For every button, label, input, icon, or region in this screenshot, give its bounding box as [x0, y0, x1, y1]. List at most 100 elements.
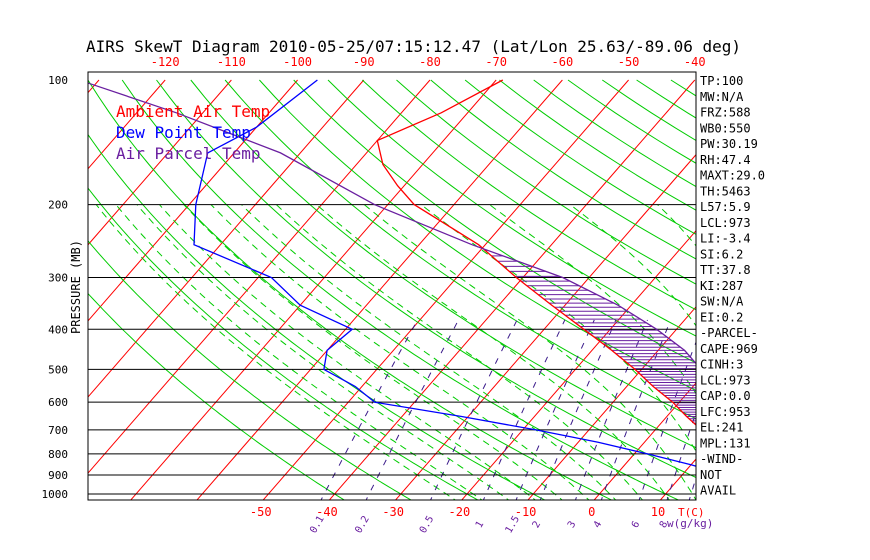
stability-index: EI:0.2	[700, 310, 743, 324]
mixing-ratio-lines	[320, 319, 852, 503]
dry-adiabat-line	[327, 79, 696, 337]
stability-index: CAP:0.0	[700, 389, 751, 403]
isotherm-line	[394, 153, 696, 500]
mixing-ratio-tick-label: 8	[658, 519, 671, 530]
dry-adiabat-line	[156, 79, 696, 479]
mixing-ratio-tick-label: 1	[474, 519, 487, 530]
mixing-ratio-line	[785, 320, 835, 503]
bottom-temp-tick-label: -30	[382, 505, 404, 519]
dry-adiabat-line	[361, 79, 696, 311]
legend-air-parcel-temp: Air Parcel Temp	[116, 144, 261, 163]
top-temp-tick-label: -80	[419, 55, 441, 69]
mixing-ratio-tick-label: 0.2	[353, 514, 372, 535]
dry-adiabat-line	[464, 79, 696, 235]
isotherm-line	[790, 80, 870, 503]
pressure-tick-label: 100	[48, 74, 68, 87]
isotherm-line	[262, 79, 629, 500]
stability-index: EL:241	[700, 421, 743, 435]
legend-ambient-air-temp: Ambient Air Temp	[116, 102, 270, 121]
moist-adiabat-line	[159, 204, 537, 500]
bottom-temp-tick-label: -40	[316, 505, 338, 519]
ambient-air-temp-profile	[376, 79, 696, 426]
top-temp-tick-label: -40	[684, 55, 706, 69]
isotherm-line	[857, 80, 870, 503]
isotherm-line	[130, 79, 497, 500]
stability-index: KI:287	[700, 279, 743, 293]
moist-adiabat-line	[183, 204, 563, 500]
chart-title: AIRS SkewT Diagram 2010-05-25/07:15:12.4…	[86, 37, 741, 56]
stability-index: CAPE:969	[700, 342, 758, 356]
bottom-temp-tick-label: 10	[651, 505, 665, 519]
pressure-tick-labels: 100 200 300 400 500 600 700 800 900 1000	[42, 74, 69, 501]
pressure-tick-label: 300	[48, 272, 68, 285]
stability-index: WB0:550	[700, 121, 751, 135]
top-temp-tick-labels: -120 -110 -100 -90 -80 -70 -60 -50 -40	[151, 55, 706, 69]
pressure-tick-label: 800	[48, 448, 68, 461]
stability-index: LFC:953	[700, 405, 751, 419]
mixing-ratio-line	[574, 319, 648, 500]
temp-unit-label: T(C)	[678, 506, 705, 519]
isotherm-line	[88, 79, 100, 94]
mixing-ratio-line	[600, 319, 672, 500]
moist-adiabat-line	[95, 204, 457, 500]
top-temp-tick-label: -120	[151, 55, 180, 69]
top-temp-tick-label: -110	[217, 55, 246, 69]
stability-index: MW:N/A	[700, 90, 744, 104]
pressure-tick-label: 400	[48, 323, 68, 336]
mixing-ratio-tick-label: 4	[592, 519, 605, 530]
dry-adiabat-line	[293, 79, 696, 364]
isotherm-line	[0, 80, 33, 503]
moist-adiabat-line	[210, 204, 590, 500]
isotherm-line	[593, 382, 696, 500]
isotherm-line	[328, 79, 696, 500]
isotherm-line	[88, 79, 431, 474]
mixing-ratio-line	[638, 340, 696, 500]
bottom-temp-tick-label: -50	[250, 505, 272, 519]
moist-adiabat-line	[316, 204, 670, 500]
dry-adiabat-line	[739, 80, 870, 503]
pressure-tick-label: 700	[48, 424, 68, 437]
isotherm-line	[88, 79, 166, 170]
moist-adiabat-line	[115, 204, 483, 500]
mixing-ratio-line	[320, 319, 418, 500]
isotherm-line	[88, 79, 365, 398]
dry-adiabat-line	[190, 79, 696, 449]
stability-index: PW:30.19	[700, 137, 758, 151]
stability-index: CINH:3	[700, 358, 743, 372]
dew-point-temp-profile	[193, 79, 696, 467]
stability-index: LI:-3.4	[700, 232, 751, 246]
mixing-ratio-line	[761, 320, 814, 503]
mixing-ratio-line	[666, 411, 696, 500]
dry-adiabat-line	[88, 240, 412, 500]
stability-index: FRZ:588	[700, 106, 751, 120]
stability-index: TP:100	[700, 74, 743, 88]
stability-index: LCL:973	[700, 216, 751, 230]
legend-dew-point-temp: Dew Point Temp	[116, 123, 251, 142]
profile-lines	[88, 79, 696, 467]
dry-adiabat-line	[224, 79, 696, 420]
mixing-ratio-line	[482, 319, 566, 500]
stability-index: L57:5.9	[700, 200, 751, 214]
stability-index: -WIND-	[700, 452, 743, 466]
stability-index: RH:47.4	[700, 153, 751, 167]
stability-index: MAXT:29.0	[700, 169, 765, 183]
stability-index: TH:5463	[700, 184, 751, 198]
moist-adiabat-line	[489, 204, 696, 395]
pressure-tick-label: 1000	[42, 488, 69, 501]
stability-index: SW:N/A	[700, 295, 744, 309]
isotherm-line	[88, 79, 298, 322]
mixing-ratio-line	[805, 320, 852, 503]
dry-adiabat-line	[259, 79, 696, 392]
stability-index: SI:6.2	[700, 247, 743, 261]
top-temp-tick-label: -100	[283, 55, 312, 69]
cape-hatching	[485, 249, 696, 424]
bottom-temp-tick-label: -20	[449, 505, 471, 519]
stability-index: NOT	[700, 468, 722, 482]
mixing-ratio-tick-label: 6	[630, 519, 643, 530]
stability-index: LCL:973	[700, 373, 751, 387]
mixing-ratio-tick-label: 2	[531, 519, 544, 530]
legend: Ambient Air Temp Dew Point Temp Air Parc…	[116, 102, 270, 163]
isotherm-line	[461, 230, 696, 500]
